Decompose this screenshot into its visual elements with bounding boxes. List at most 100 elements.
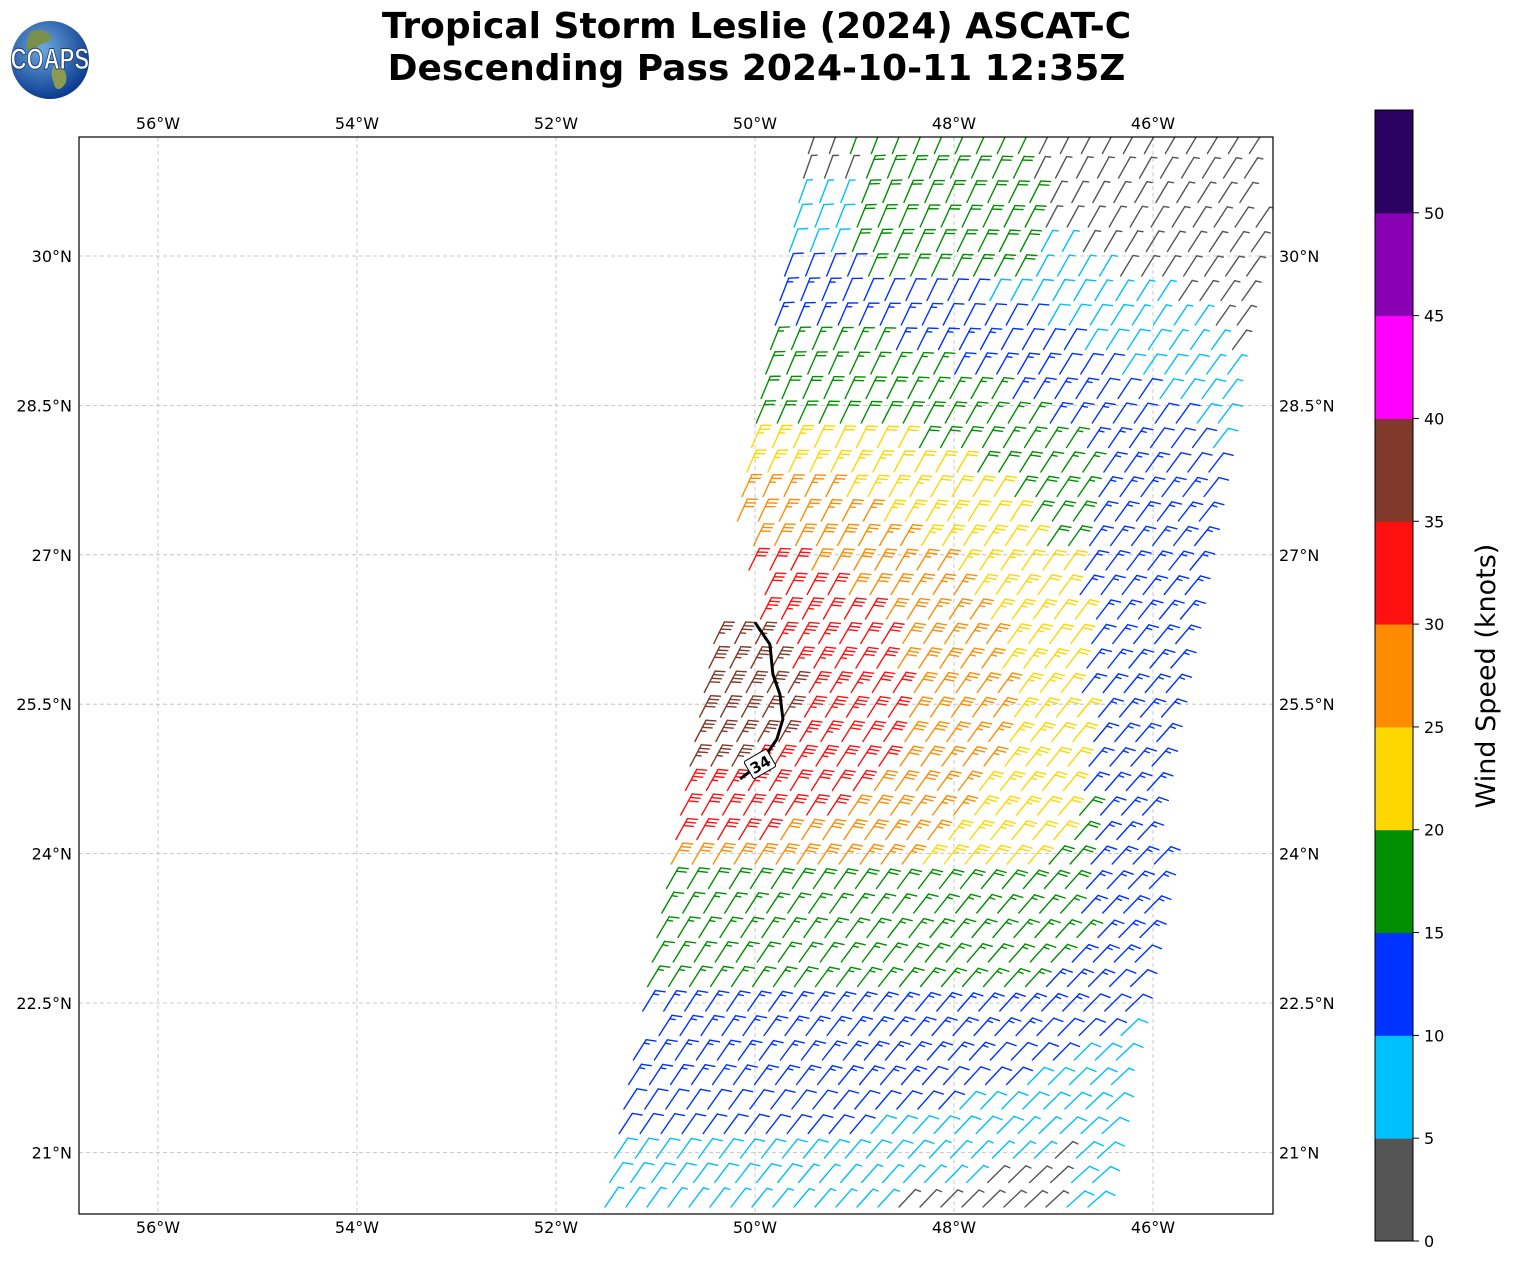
colorbar-tick-label: 5 (1424, 1129, 1434, 1148)
wind-barb (1066, 205, 1085, 228)
wind-barb (781, 1138, 808, 1159)
wind-barb (1019, 450, 1044, 473)
wind-barb (1033, 377, 1057, 400)
wind-barb (722, 793, 746, 816)
wind-barb (1063, 549, 1089, 571)
wind-barb (783, 474, 805, 498)
wind-barb (1016, 573, 1042, 596)
wind-barb (697, 1137, 723, 1159)
wind-barb (1189, 550, 1216, 571)
wind-barb (1054, 155, 1073, 179)
wind-barb (994, 253, 1017, 277)
wind-barb (984, 303, 1008, 326)
wind-barb (924, 942, 951, 963)
wind-barb (1029, 180, 1052, 204)
wind-barb (1185, 353, 1210, 375)
wind-barb (954, 352, 977, 375)
wind-barb (936, 770, 962, 792)
wind-barb (963, 1066, 991, 1086)
wind-barb (905, 278, 927, 302)
wind-barb (684, 768, 708, 792)
wind-barb (819, 941, 845, 963)
wind-barb (774, 301, 795, 326)
wind-barb (724, 670, 747, 694)
wind-barb (980, 1090, 1008, 1110)
wind-barb (732, 1064, 758, 1086)
wind-barb (958, 327, 982, 351)
wind-barb (1120, 796, 1148, 816)
wind-barb (987, 943, 1015, 963)
wind-barb (714, 1162, 740, 1184)
wind-barb (902, 622, 926, 645)
wind-barb (999, 770, 1026, 792)
wind-barb (1059, 137, 1072, 155)
wind-barb (1148, 870, 1177, 890)
wind-barb (950, 918, 977, 939)
wind-barb (758, 1039, 784, 1061)
wind-barb (1045, 1190, 1070, 1208)
wind-barb (861, 942, 888, 963)
wind-barb (886, 1139, 914, 1159)
wind-barb (787, 670, 811, 694)
wind-barb (921, 302, 944, 326)
wind-barb (954, 137, 966, 155)
colorbar-segment (1375, 315, 1413, 419)
wind-barb (1087, 205, 1106, 228)
wind-barb (1143, 137, 1157, 155)
wind-barb (863, 277, 885, 302)
wind-barb (820, 498, 843, 522)
wind-barb (930, 474, 954, 498)
wind-barb (856, 966, 883, 988)
wind-barb (842, 277, 864, 302)
wind-barb (894, 770, 920, 792)
wind-barb (870, 137, 881, 155)
wind-barb (789, 769, 814, 792)
wind-barb (1212, 427, 1239, 449)
wind-barb (1062, 771, 1089, 792)
wind-barb (710, 744, 734, 767)
wind-barb (1141, 796, 1169, 816)
wind-barb (1171, 205, 1191, 228)
wind-barb (724, 891, 748, 914)
wind-barb (715, 719, 738, 743)
wind-barb (1113, 180, 1132, 204)
wind-barb (835, 966, 862, 988)
wind-barb (952, 253, 974, 277)
wind-barb (730, 965, 756, 988)
wind-barb (1054, 377, 1079, 400)
wind-barb (1061, 451, 1086, 473)
wind-barb (850, 892, 876, 914)
wind-barb (728, 1088, 754, 1110)
wind-barb (1041, 992, 1069, 1012)
wind-barb (851, 228, 873, 253)
wind-barb (1085, 1091, 1114, 1110)
wind-barb (1118, 697, 1146, 718)
wind-barb (1023, 647, 1049, 669)
wind-barb (770, 867, 795, 890)
wind-barb (821, 1040, 848, 1061)
wind-barb (1065, 426, 1091, 449)
lon-tick-label-top: 48°W (932, 114, 976, 133)
wind-barb (797, 621, 820, 645)
wind-barb (860, 400, 883, 424)
wind-barb (962, 745, 988, 767)
wind-barb (997, 672, 1023, 694)
wind-barb (1129, 205, 1149, 228)
wind-barb (861, 1163, 884, 1184)
wind-barb (823, 1138, 851, 1159)
wind-barb (639, 1112, 664, 1135)
wind-barb (919, 204, 941, 228)
wind-barb (969, 598, 995, 620)
wind-barb (970, 376, 994, 400)
wind-barb (845, 695, 870, 718)
wind-barb (1127, 870, 1156, 890)
wind-barb (653, 1039, 678, 1061)
wind-barb (1016, 795, 1042, 816)
wind-barb (917, 868, 944, 890)
wind-barb (1133, 402, 1159, 424)
wind-barb (766, 892, 791, 914)
wind-barb (1063, 328, 1088, 351)
wind-barb (802, 154, 818, 179)
wind-barb (1055, 919, 1083, 939)
wind-barb (971, 918, 998, 939)
